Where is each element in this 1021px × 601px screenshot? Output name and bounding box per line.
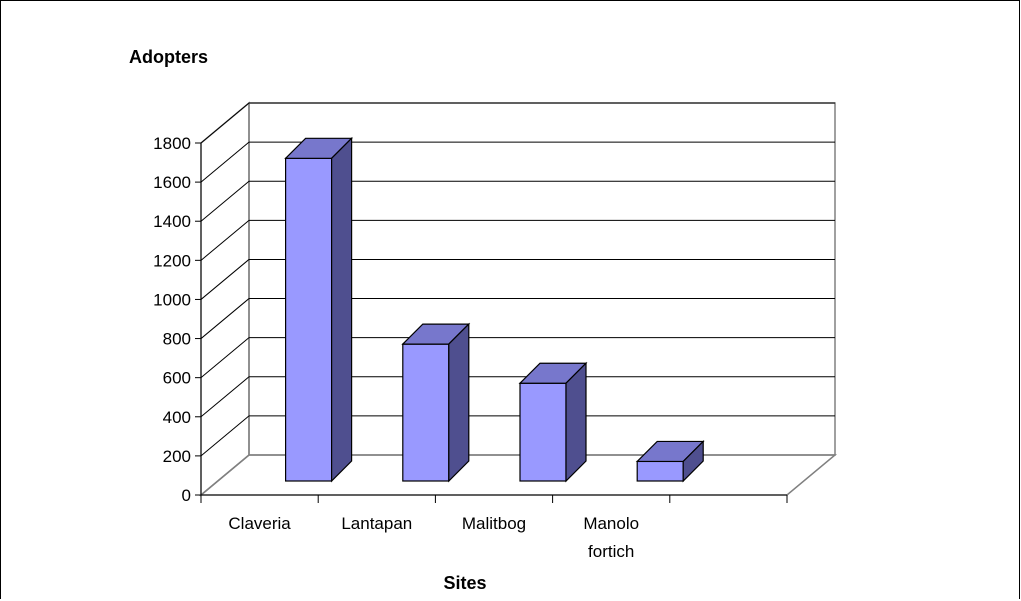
bar-front	[519, 382, 567, 482]
bar-front	[285, 157, 333, 482]
x-tick-labels: Claveria Lantapan Malitbog Manolo fortich	[228, 514, 639, 561]
y-tick-label: 600	[163, 369, 191, 388]
y-axis-title: Adopters	[129, 47, 208, 67]
bar-side	[565, 361, 587, 483]
gridline-side	[200, 298, 250, 339]
x-tick-label: Malitbog	[462, 514, 526, 533]
bar	[518, 361, 588, 483]
y-tick-label: 0	[182, 486, 191, 505]
bar-front	[402, 343, 450, 482]
bar	[401, 322, 471, 483]
bar-side	[682, 439, 704, 483]
x-tick-label: Lantapan	[341, 514, 412, 533]
bar-side	[331, 136, 353, 483]
bar-front	[636, 460, 684, 482]
y-tick-label: 1200	[153, 251, 191, 270]
gridline-side	[200, 415, 250, 457]
y-tick-label: 1600	[153, 173, 191, 192]
bar	[635, 439, 705, 483]
gridline-side	[200, 180, 250, 222]
y-tick-label: 1000	[153, 290, 191, 309]
bars	[284, 136, 705, 483]
gridline-side	[200, 259, 250, 300]
y-tick-label: 400	[163, 408, 191, 427]
bar-side	[448, 322, 470, 483]
y-tick-label: 1800	[153, 134, 191, 153]
y-tick-label: 1400	[153, 212, 191, 231]
y-tick-label: 200	[163, 447, 191, 466]
gridline-side	[200, 219, 250, 261]
gridline-side	[200, 102, 250, 144]
gridline-side	[200, 337, 250, 379]
x-tick-label: Manolo fortich	[583, 514, 639, 561]
x-tick-label: Claveria	[228, 514, 291, 533]
y-tick-labels: 0 200 400 600 800 1000 1200 1400 1600 1800	[153, 134, 191, 505]
gridline-side	[200, 141, 250, 183]
gridline-side	[200, 376, 250, 418]
axes	[195, 142, 788, 503]
bar	[284, 136, 354, 483]
y-tick-label: 800	[163, 330, 191, 349]
x-axis-title: Sites	[443, 573, 486, 593]
